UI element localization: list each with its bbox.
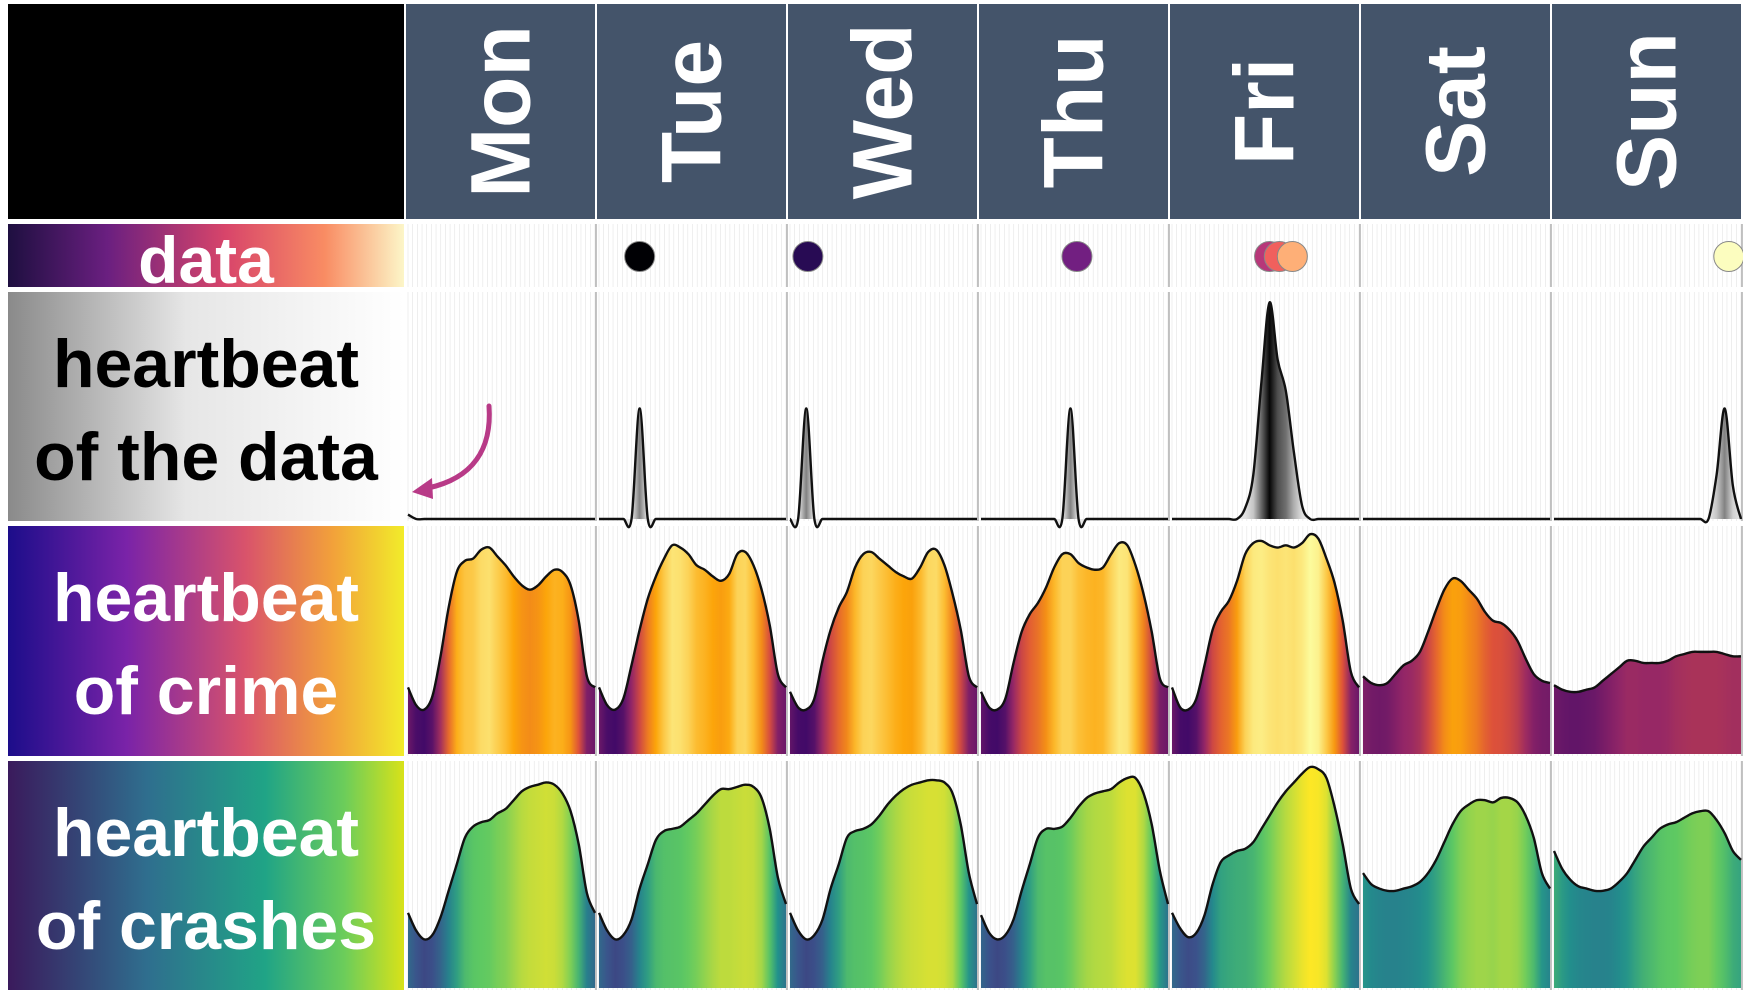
data-heartbeat-area-outline-tue bbox=[599, 407, 786, 529]
data-heartbeat-area-outline-fri bbox=[1172, 301, 1359, 522]
crime-heartbeat-area-tue bbox=[599, 544, 786, 754]
crashes-heartbeat-label-line2: of crashes bbox=[36, 888, 376, 964]
day-label-mon: Mon bbox=[454, 25, 548, 198]
data-row-label-bg bbox=[8, 224, 404, 287]
day-label-tue: Tue bbox=[645, 40, 739, 183]
crime-heartbeat-area-sun bbox=[1554, 651, 1741, 754]
day-label-thu: Thu bbox=[1027, 35, 1121, 189]
crashes-heartbeat-area-outline-fri bbox=[1170, 765, 1361, 939]
crashes-heartbeat-label-bg bbox=[8, 761, 404, 990]
crashes-heartbeat-area-sat bbox=[1363, 797, 1550, 988]
data-heartbeat-label-line1: heartbeat bbox=[53, 326, 359, 402]
header-cell-thu bbox=[979, 4, 1168, 219]
crashes-heartbeat-label-line1: heartbeat bbox=[53, 795, 359, 871]
crashes-heartbeat-area-wed bbox=[790, 779, 977, 988]
data-heartbeat-area-outline-mon bbox=[407, 513, 595, 521]
data-heartbeat-label-line2: of the data bbox=[34, 419, 379, 495]
crime-heartbeat-area-outline-mon bbox=[406, 545, 596, 712]
crime-heartbeat-area-sat bbox=[1363, 578, 1550, 754]
day-label-wed: Wed bbox=[836, 24, 930, 200]
crime-heartbeat-area-outline-fri bbox=[1170, 532, 1361, 712]
corner-black-box bbox=[8, 4, 404, 219]
day-label-sat: Sat bbox=[1409, 46, 1503, 177]
data-point-wed-1 bbox=[792, 241, 824, 272]
crime-heartbeat-area-outline-sun bbox=[1553, 650, 1742, 694]
crashes-heartbeat-area-sun bbox=[1554, 810, 1741, 988]
data-heartbeat-area-outline-thu bbox=[981, 407, 1168, 529]
crashes-heartbeat-area-outline-mon bbox=[406, 781, 597, 941]
data-point-thu-2 bbox=[1061, 241, 1093, 272]
crashes-heartbeat-area-outline-sun bbox=[1552, 809, 1742, 893]
header-cell-tue bbox=[597, 4, 786, 219]
crashes-heartbeat-area-thu bbox=[981, 776, 1168, 988]
data-heartbeat-area-fri bbox=[1172, 302, 1359, 520]
day-label-fri: Fri bbox=[1218, 58, 1312, 165]
crashes-heartbeat-area-tue bbox=[599, 784, 786, 988]
header-cell-fri bbox=[1170, 4, 1359, 219]
annotation-arrow bbox=[425, 403, 492, 491]
crime-heartbeat-label-line1: heartbeat bbox=[53, 560, 359, 636]
data-point-sun-6 bbox=[1713, 241, 1743, 272]
data-point-fri-5 bbox=[1276, 241, 1308, 272]
crime-heartbeat-label-bg bbox=[8, 526, 404, 756]
crashes-heartbeat-area-mon bbox=[408, 782, 595, 988]
crime-heartbeat-area-fri bbox=[1172, 534, 1359, 754]
header-cell-sun bbox=[1552, 4, 1741, 219]
crime-heartbeat-area-outline-tue bbox=[597, 543, 788, 712]
data-heartbeat-area-outline-wed bbox=[788, 407, 977, 529]
data-heartbeat-label-bg bbox=[8, 292, 404, 521]
data-point-tue-0 bbox=[624, 241, 656, 272]
header-cell-wed bbox=[788, 4, 977, 219]
data-heartbeat-area-outline-sun bbox=[1554, 407, 1743, 524]
annotation-arrow-head bbox=[412, 478, 433, 499]
crashes-heartbeat-area-outline-wed bbox=[788, 778, 979, 941]
crime-heartbeat-area-outline-sat bbox=[1362, 576, 1551, 687]
crime-heartbeat-label-line2: of crime bbox=[74, 653, 339, 729]
crime-heartbeat-area-outline-thu bbox=[979, 540, 1169, 712]
crime-heartbeat-area-thu bbox=[981, 542, 1168, 754]
header-cell-sat bbox=[1361, 4, 1550, 219]
crashes-heartbeat-area-outline-sat bbox=[1362, 796, 1552, 893]
crime-heartbeat-area-mon bbox=[408, 547, 595, 754]
crashes-heartbeat-area-outline-thu bbox=[979, 775, 1170, 941]
crime-heartbeat-area-wed bbox=[790, 548, 977, 754]
header-cell-mon bbox=[406, 4, 595, 219]
data-row-label: data bbox=[138, 223, 275, 297]
data-heartbeat-area-wed bbox=[790, 408, 977, 528]
crashes-heartbeat-area-outline-tue bbox=[597, 783, 788, 941]
day-label-sun: Sun bbox=[1600, 32, 1694, 191]
crime-heartbeat-area-outline-wed bbox=[788, 547, 978, 712]
crashes-heartbeat-area-fri bbox=[1172, 766, 1359, 988]
